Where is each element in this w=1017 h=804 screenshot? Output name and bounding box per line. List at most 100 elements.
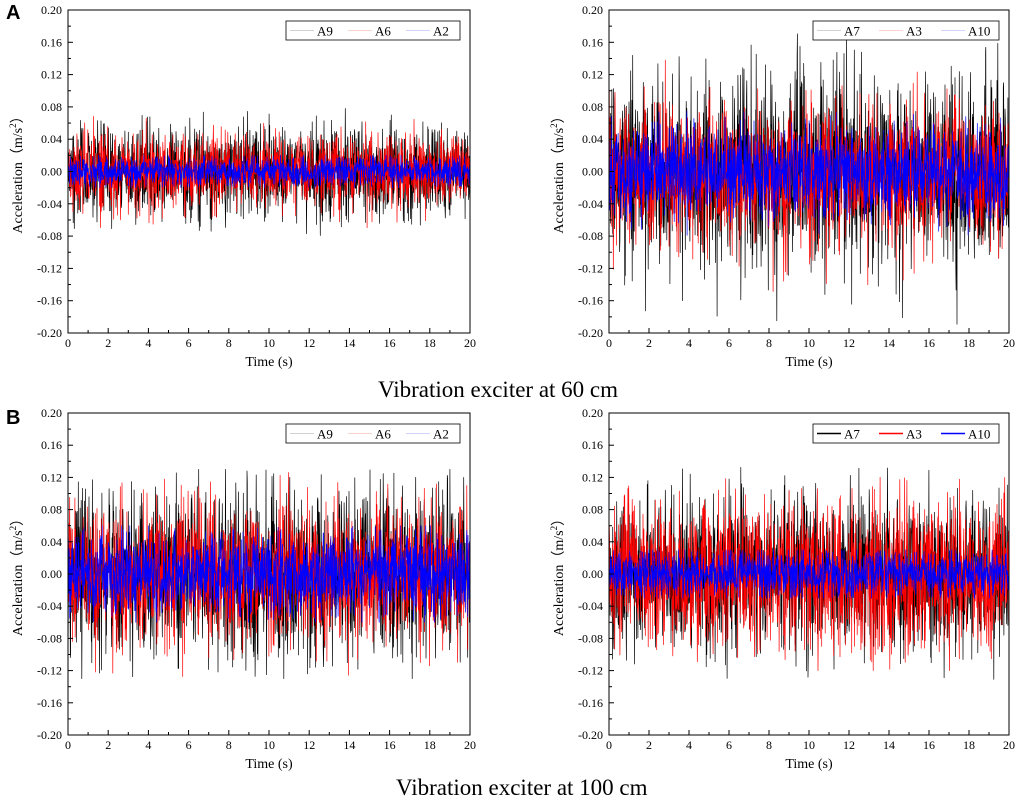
y-tick-label: -0.08 [578, 631, 603, 645]
x-tick-label: 6 [186, 738, 192, 752]
x-tick-label: 10 [263, 738, 275, 752]
chart-3: 0 2 4 6 8 10 12 14 16 18 20 -0.20 -0.16 -0.12 -0.08 -0.… [8, 406, 476, 772]
series-a2-line [67, 525, 471, 623]
x-tick-label: 4 [686, 336, 692, 350]
x-tick-label: 0 [65, 336, 71, 350]
legend: A7 A3 A10 [812, 20, 1000, 41]
x-tick-label: 12 [843, 336, 855, 350]
y-tick-label: -0.12 [37, 261, 62, 275]
x-tick-label: 6 [726, 738, 732, 752]
y-tick-label: 0.08 [41, 100, 62, 114]
y-tick-label: -0.12 [37, 664, 62, 678]
y-tick-label: 0.00 [41, 165, 62, 179]
legend: A9 A6 A2 [285, 20, 461, 41]
x-axis-label: Time (s) [245, 757, 293, 772]
legend-label-a2: A2 [433, 427, 449, 442]
y-tick-label: -0.04 [578, 599, 603, 613]
y-tick-label: -0.08 [578, 229, 603, 243]
y-tick-label: 0.08 [41, 503, 62, 517]
x-tick-label: 16 [384, 738, 396, 752]
x-tick-label: 2 [105, 738, 111, 752]
y-tick-label: 0.16 [582, 35, 603, 49]
y-tick-label: -0.12 [578, 261, 603, 275]
x-tick-label: 4 [145, 738, 151, 752]
y-tick-label: 0.20 [41, 3, 62, 17]
x-tick-label: 0 [606, 738, 612, 752]
y-tick-label: 0.08 [582, 503, 603, 517]
y-tick-label: 0.20 [582, 3, 603, 17]
legend-box [812, 20, 1000, 41]
legend-label-a7: A7 [844, 24, 860, 39]
legend-box [285, 423, 461, 444]
y-tick-label: -0.16 [578, 294, 603, 308]
y-tick-label: 0.04 [41, 132, 62, 146]
y-tick-label: -0.12 [578, 664, 603, 678]
x-tick-label: 18 [424, 336, 436, 350]
x-tick-label: 14 [883, 336, 895, 350]
x-tick-label: 18 [963, 738, 975, 752]
legend-label-a7: A7 [844, 427, 860, 442]
x-tick-label: 4 [145, 336, 151, 350]
x-tick-label: 12 [843, 738, 855, 752]
y-tick-label: -0.20 [37, 326, 62, 340]
x-tick-label: 10 [803, 336, 815, 350]
y-tick-label: -0.04 [37, 197, 62, 211]
x-tick-label: 20 [464, 738, 476, 752]
x-tick-label: 0 [606, 336, 612, 350]
y-tick-label: -0.16 [578, 696, 603, 710]
series-a2-line [67, 155, 471, 189]
y-tick-label: -0.16 [37, 696, 62, 710]
y-tick-label: 0.00 [41, 567, 62, 581]
y-tick-label: -0.20 [578, 326, 603, 340]
chart-4: 0 2 4 6 8 10 12 14 16 18 20 -0.20 -0.16 -0.12 -0.08 -0.… [549, 406, 1015, 772]
x-tick-label: 12 [303, 738, 315, 752]
y-axis-label: Acceleration（m/s2） [8, 109, 26, 233]
series-a10-line [608, 549, 1010, 599]
x-axis-label: Time (s) [245, 355, 293, 370]
legend-label-a6: A6 [375, 24, 391, 39]
x-tick-label: 2 [646, 738, 652, 752]
x-tick-label: 4 [686, 738, 692, 752]
y-axis-label: Acceleration（m/s2） [8, 512, 26, 636]
x-tick-label: 2 [646, 336, 652, 350]
x-tick-label: 6 [186, 336, 192, 350]
legend-box [285, 20, 461, 41]
x-tick-label: 8 [226, 738, 232, 752]
legend: A9 A6 A2 [285, 423, 461, 444]
y-tick-label: 0.00 [582, 165, 603, 179]
panel-letter-b: B [6, 407, 21, 429]
y-tick-label: 0.16 [582, 438, 603, 452]
x-tick-label: 2 [105, 336, 111, 350]
x-tick-label: 18 [963, 336, 975, 350]
x-tick-label: 0 [65, 738, 71, 752]
y-axis-label: Acceleration（m/s2） [549, 512, 567, 636]
x-tick-label: 14 [883, 738, 895, 752]
y-tick-label: 0.20 [582, 406, 603, 420]
y-tick-label: 0.00 [582, 567, 603, 581]
x-tick-label: 10 [263, 336, 275, 350]
y-tick-label: -0.04 [37, 599, 62, 613]
y-tick-label: 0.04 [41, 535, 62, 549]
x-tick-label: 20 [464, 336, 476, 350]
series-a10-line [608, 110, 1010, 236]
x-tick-label: 12 [303, 336, 315, 350]
y-axis-label: Acceleration（m/s2） [549, 109, 567, 233]
y-tick-label: 0.04 [582, 535, 603, 549]
caption-a: Vibration exciter at 60 cm [378, 377, 619, 402]
legend-box [812, 423, 1000, 444]
y-tick-label: 0.20 [41, 406, 62, 420]
legend: A7 A3 A10 [812, 423, 1000, 444]
y-tick-label: -0.20 [578, 728, 603, 742]
x-tick-label: 8 [226, 336, 232, 350]
x-tick-label: 20 [1003, 336, 1015, 350]
x-tick-label: 14 [343, 738, 355, 752]
chart-1: 0 2 4 6 8 10 12 14 16 18 20 -0.20 -0.16 -0.12 -0.08 -0.… [8, 3, 476, 370]
y-tick-label: -0.16 [37, 294, 62, 308]
y-tick-label: -0.04 [578, 197, 603, 211]
legend-label-a10: A10 [968, 24, 990, 39]
legend-label-a9: A9 [317, 427, 333, 442]
x-tick-label: 10 [803, 738, 815, 752]
y-tick-label: -0.20 [37, 728, 62, 742]
x-axis-label: Time (s) [785, 355, 833, 370]
